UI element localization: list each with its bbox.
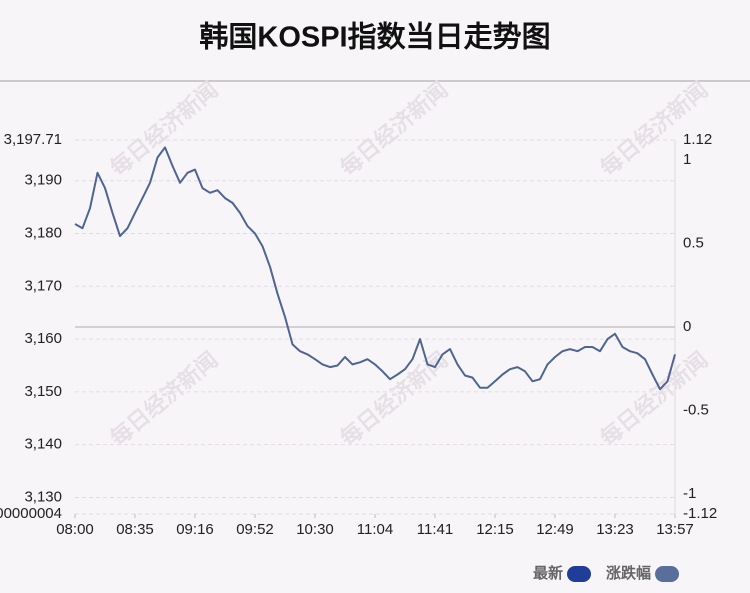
x-tick-label: 11:04: [357, 521, 393, 538]
y2-tick-label: 1: [683, 151, 691, 168]
legend-label: 最新: [533, 564, 563, 582]
y2-tick-label: 0: [683, 318, 691, 335]
y-tick-label: 3,160: [24, 330, 62, 347]
x-tick-label: 11:41: [417, 521, 453, 538]
x-tick-label: 08:00: [56, 521, 94, 538]
x-tick-label: 10:30: [296, 521, 334, 538]
y2-tick-label: -1: [683, 485, 696, 502]
x-tick-label: 08:35: [116, 521, 154, 538]
y-tick-label: 3,197.71: [4, 131, 62, 148]
y-tick-label: 3,170: [24, 277, 62, 294]
y-tick-label: 3,180: [24, 224, 62, 241]
chart-title: 韩国KOSPI指数当日走势图: [199, 21, 550, 54]
x-tick-label: 09:52: [236, 521, 274, 538]
y-tick-label: 3,150: [24, 383, 62, 400]
price-line: [74, 146, 676, 391]
y2-tick-label: -1.12: [683, 505, 717, 522]
y-tick-label: 3,130: [24, 488, 62, 505]
legend-swatch: [567, 566, 592, 582]
x-tick-label: 09:16: [176, 521, 214, 538]
y2-tick-label: 1.12: [683, 131, 712, 148]
y2-tick-label: 0.5: [683, 234, 704, 251]
legend-swatch: [655, 566, 680, 582]
y-tick-label: 3,190: [24, 172, 62, 189]
y-tick-label: 3,140: [24, 436, 62, 453]
y-tick-label: 3,126.8700000004: [0, 505, 62, 522]
x-tick-label: 13:23: [596, 521, 634, 538]
x-tick-label: 13:57: [656, 521, 694, 538]
x-tick-label: 12:49: [536, 521, 574, 538]
x-tick-label: 12:15: [476, 521, 514, 538]
y2-tick-label: -0.5: [683, 401, 709, 418]
legend-label: 涨跌幅: [606, 564, 651, 582]
